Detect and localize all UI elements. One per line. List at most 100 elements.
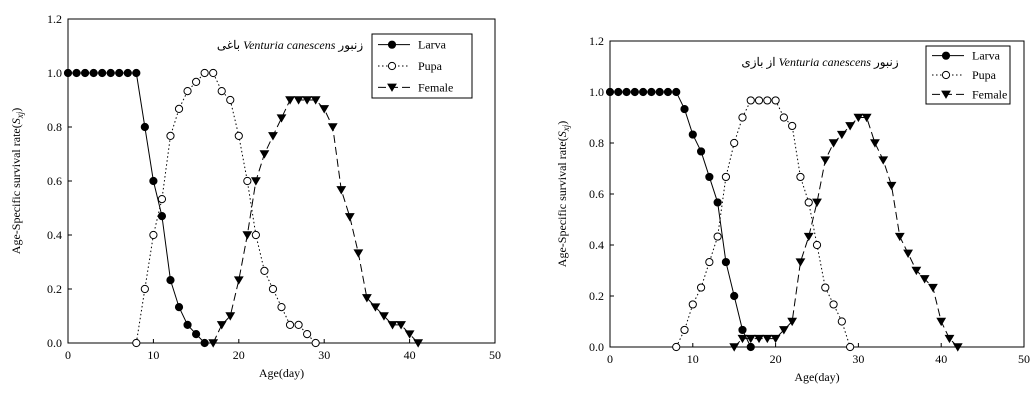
chart1-female-point-10 (812, 198, 822, 207)
chart0-female-point-11 (302, 96, 313, 105)
legend: Larva Pupa Female (371, 33, 473, 99)
chart1-female-point-6 (778, 326, 789, 335)
chart1-female-line (733, 117, 959, 348)
chart1-pupa-point-16 (804, 198, 813, 207)
legend: Larva Pupa Female (925, 45, 1011, 105)
chart0-pupa-point-8 (200, 68, 209, 78)
chart1-larva-point-4 (639, 87, 648, 97)
chart1-larva-point-3 (630, 87, 639, 97)
chart1-larva-point-1 (614, 87, 623, 97)
chart0-larva-point-15 (192, 329, 201, 339)
chart0-female-point-13 (319, 105, 330, 114)
chart1-female-point-17 (870, 139, 880, 148)
chart1-female-point-19 (886, 181, 897, 191)
chart1-larva-point-0 (605, 87, 615, 97)
chart0-female-point-21 (387, 321, 398, 330)
chart0-female-point-22 (396, 321, 406, 330)
chart0-pupa-point-7 (192, 77, 201, 87)
chart1-pupa-point-17 (812, 240, 822, 250)
chart1-pupa-point-5 (713, 232, 722, 241)
chart0-female-point-14 (327, 123, 338, 132)
chart0-larva-point-1 (72, 68, 81, 78)
chart1-larva-point-5 (647, 87, 656, 97)
x-tick-label: 0 (65, 348, 71, 362)
chart0-pupa-point-10 (217, 86, 226, 96)
y-tick-label: 0.8 (589, 136, 604, 150)
chart0-larva-line (68, 72, 206, 344)
chart0-female-point-23 (404, 330, 415, 339)
y-tick-label: 1.2 (47, 12, 62, 26)
chart0-pupa-point-9 (209, 68, 218, 78)
chart0-larva-point-7 (123, 68, 132, 78)
chart1-larva-point-14 (721, 257, 731, 267)
chart0-female-point-7 (268, 132, 278, 141)
x-tick-label: 10 (687, 352, 699, 366)
chart1-female-point-3 (754, 334, 764, 344)
x-tick-label: 0 (607, 352, 613, 366)
chart1-pupa-point-13 (779, 113, 788, 122)
chart0-female-point-8 (276, 114, 287, 123)
chart1-female-point-1 (737, 334, 748, 344)
chart0-pupa-line (135, 72, 317, 344)
chart1-pupa-point-14 (788, 121, 797, 131)
y-tick-label: 0.4 (589, 238, 604, 252)
chart1-female-point-13 (836, 130, 847, 140)
chart-right: 0 10 20 30 40 50 0.0 0.2 0.4 0.6 0.8 1.0 1.2 Age(day)… (555, 34, 1030, 384)
y-tick-label: 0.0 (47, 336, 62, 350)
chart0-pupa-point-14 (251, 230, 260, 240)
chart1-pupa-point-6 (721, 172, 731, 182)
chart1-female-point-27 (952, 343, 963, 352)
chart1-pupa-point-7 (730, 138, 739, 148)
chart1-pupa-point-15 (796, 172, 805, 182)
chart0-female-point-4 (242, 231, 253, 240)
chart0-larva-point-14 (183, 320, 192, 330)
chart-title: باغی Venturia canescens زنبور (217, 38, 364, 52)
chart1-pupa-point-11 (763, 96, 772, 105)
chart0-female-point-20 (379, 312, 389, 321)
chart0-female-point-19 (370, 303, 381, 312)
chart0-larva-point-4 (98, 68, 107, 78)
legend-larva-point-0 (941, 51, 951, 60)
chart1-pupa-point-4 (705, 257, 714, 267)
chart1-larva-point-11 (696, 147, 706, 156)
chart0-pupa-point-20 (303, 329, 312, 339)
chart0-female-point-17 (353, 249, 364, 258)
chart0-pupa-point-13 (243, 176, 252, 186)
chart1-female-point-5 (770, 334, 781, 344)
chart-title: از بازی Venturia canescens زنبور (741, 55, 899, 69)
chart0-larva-point-12 (166, 275, 175, 285)
y-tick-label: 0.4 (47, 228, 62, 242)
legend-female-point-0 (941, 90, 951, 99)
chart0-pupa-point-3 (157, 194, 167, 204)
y-tick-label: 0.8 (47, 120, 62, 134)
chart0-larva-point-9 (140, 122, 149, 132)
x-tick-label: 20 (770, 352, 782, 366)
chart1-pupa-point-12 (771, 96, 780, 105)
chart1-larva-point-16 (738, 325, 747, 335)
chart0-pupa-point-12 (234, 131, 243, 141)
x-tick-label: 10 (147, 348, 159, 362)
chart1-female-point-23 (919, 275, 930, 284)
chart0-larva-point-6 (115, 68, 124, 78)
chart0-larva-point-11 (157, 212, 167, 221)
chart1-female-point-22 (911, 266, 922, 276)
chart1-female-point-7 (787, 317, 798, 327)
x-tick-label: 50 (489, 348, 501, 362)
chart1-female-point-9 (803, 232, 814, 242)
chart1-female-point-11 (820, 156, 831, 165)
chart1-larva-point-2 (622, 87, 631, 97)
chart0-female-point-10 (293, 96, 304, 105)
legend-label-larva: Larva (972, 49, 1001, 63)
chart1-female-point-0 (729, 343, 740, 352)
chart1-pupa-point-20 (837, 317, 846, 326)
chart0-female-point-9 (285, 96, 295, 105)
chart0-pupa-point-0 (132, 338, 141, 348)
chart1-pupa-point-8 (738, 113, 747, 122)
x-tick-label: 50 (1018, 352, 1030, 366)
chart1-female-point-21 (903, 249, 913, 258)
chart0-female-point-0 (208, 339, 219, 348)
x-tick-label: 40 (935, 352, 947, 366)
chart1-larva-point-7 (663, 87, 673, 97)
chart0-larva-point-3 (89, 68, 98, 78)
chart0-larva-point-8 (132, 68, 141, 78)
